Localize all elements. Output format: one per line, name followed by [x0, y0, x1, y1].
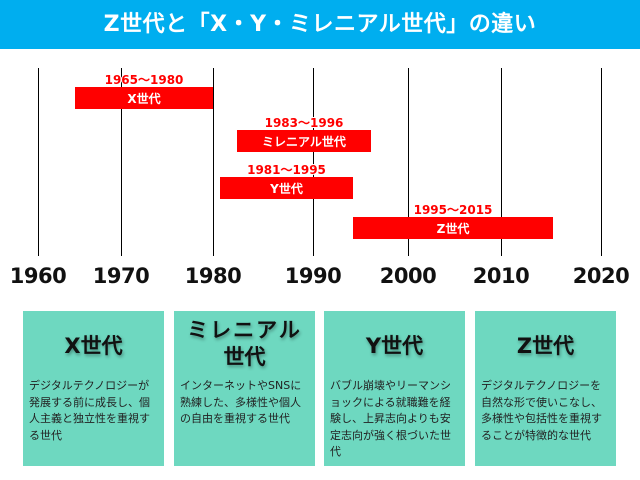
card-title: X世代 — [64, 334, 123, 358]
bar-range-label: 1995〜2015 — [413, 203, 493, 217]
gridline-1960 — [38, 68, 39, 256]
bar-millennial-generation: 1983〜1996 ミレニアル世代 — [237, 117, 371, 152]
page-title: Z世代と「X・Y・ミレニアル世代」の違い — [0, 0, 640, 49]
card-title: Z世代 — [516, 334, 575, 358]
card-title-line1: ミレニアル — [187, 318, 302, 342]
year-label: 2020 — [572, 264, 630, 288]
card-z-generation: Z世代 デジタルテクノロジーを自然な形で使いこなし、多様性や包括性を重視すること… — [475, 311, 616, 466]
card-title: Y世代 — [365, 334, 424, 358]
bar-y-generation: 1981〜1995 Y世代 — [220, 164, 353, 199]
year-label: 2010 — [472, 264, 530, 288]
card-y-generation: Y世代 バブル崩壊やリーマンショックによる就職難を経験し、上昇志向よりも安定志向… — [324, 311, 465, 466]
bar-range-label: 1983〜1996 — [264, 116, 344, 130]
year-label: 1970 — [92, 264, 150, 288]
bar-x-generation: 1965〜1980 X世代 — [75, 74, 213, 109]
gridline-2020 — [601, 68, 602, 256]
bar-range-label: 1965〜1980 — [104, 73, 184, 87]
year-label: 2000 — [379, 264, 437, 288]
year-label: 1980 — [184, 264, 242, 288]
card-description: バブル崩壊やリーマンショックによる就職難を経験し、上昇志向よりも安定志向が強く根… — [330, 379, 451, 458]
gridline-2000 — [408, 68, 409, 256]
card-title-line2: 世代 — [223, 345, 266, 369]
bar-label: ミレニアル世代 — [262, 135, 346, 149]
card-description: デジタルテクノロジーが発展する前に成長し、個人主義と独立性を重視する世代 — [29, 379, 150, 442]
gridline-1990 — [313, 68, 314, 256]
bar-range-label: 1981〜1995 — [247, 163, 326, 177]
year-label: 1960 — [9, 264, 67, 288]
year-label: 1990 — [284, 264, 342, 288]
gridline-1970 — [121, 68, 122, 256]
gridline-1980 — [213, 68, 214, 256]
card-description: デジタルテクノロジーを自然な形で使いこなし、多様性や包括性を重視することが特徴的… — [481, 379, 602, 442]
bar-label: Y世代 — [270, 182, 303, 196]
card-millennial-generation: ミレニアル 世代 インターネットやSNSに熟練した、多様性や個人の自由を重視する… — [174, 311, 315, 466]
card-description: インターネットやSNSに熟練した、多様性や個人の自由を重視する世代 — [180, 379, 302, 425]
bar-z-generation: 1995〜2015 Z世代 — [353, 204, 553, 239]
bar-label: Z世代 — [436, 222, 470, 236]
card-x-generation: X世代 デジタルテクノロジーが発展する前に成長し、個人主義と独立性を重視する世代 — [23, 311, 164, 466]
bar-label: X世代 — [127, 92, 161, 106]
gridline-2010 — [501, 68, 502, 256]
